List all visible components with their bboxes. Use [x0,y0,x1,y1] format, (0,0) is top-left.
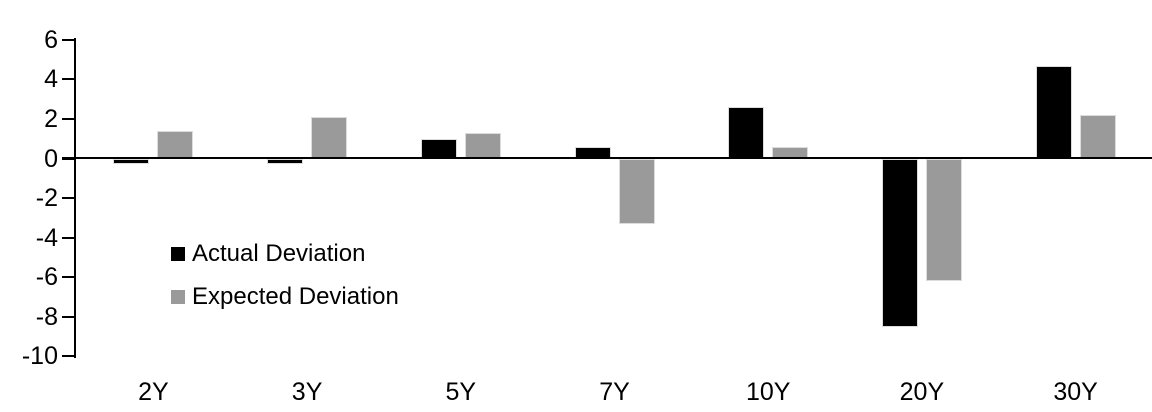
y-axis-tick [62,315,75,318]
bar-actual-20Y [881,158,918,327]
bar-expected-5Y [464,132,501,159]
legend-item-expected: Expected Deviation [171,283,399,310]
bar-actual-5Y [420,138,457,159]
bar-expected-3Y [311,116,348,159]
x-tick-label-5Y: 5Y [445,378,477,406]
y-tick-label: 0 [44,144,58,173]
y-tick-label: 6 [44,25,58,54]
bar-expected-20Y [925,158,962,282]
legend-swatch-actual-icon [171,247,185,261]
legend-label-actual: Actual Deviation [192,240,366,267]
y-tick-label: -10 [21,342,58,371]
x-tick-label-30Y: 30Y [1053,378,1098,406]
bar-actual-30Y [1035,65,1072,159]
y-tick-label: -6 [35,263,58,292]
x-axis-line [62,157,1152,159]
y-axis-tick [62,355,75,358]
y-tick-label: 4 [44,65,58,94]
x-tick-label-7Y: 7Y [599,378,630,406]
y-axis-tick [62,197,75,200]
x-tick-label-3Y: 3Y [291,378,323,406]
bar-actual-3Y [267,158,304,165]
y-axis-tick [62,78,75,81]
x-tick-label-20Y: 20Y [899,378,945,406]
y-tick-label: -2 [35,184,58,213]
y-axis-tick [62,276,75,279]
y-tick-label: 2 [44,104,58,133]
bar-expected-7Y [618,158,655,224]
legend-label-expected: Expected Deviation [192,283,399,310]
bar-expected-2Y [157,130,194,159]
legend: Actual Deviation Expected Deviation [171,240,399,310]
bar-expected-30Y [1079,115,1116,159]
y-axis-tick [62,157,75,160]
x-tick-label-10Y: 10Y [745,378,791,406]
x-tick-label-2Y: 2Y [138,378,169,406]
y-axis-line [74,38,76,358]
legend-item-actual: Actual Deviation [171,240,399,267]
legend-swatch-expected-icon [171,290,185,304]
y-tick-label: -4 [35,223,58,252]
y-axis-tick [62,117,75,120]
y-axis-tick [62,236,75,239]
bar-actual-10Y [728,107,765,159]
bar-actual-2Y [113,158,150,165]
y-axis-tick [62,38,75,41]
y-tick-label: -8 [35,302,58,331]
